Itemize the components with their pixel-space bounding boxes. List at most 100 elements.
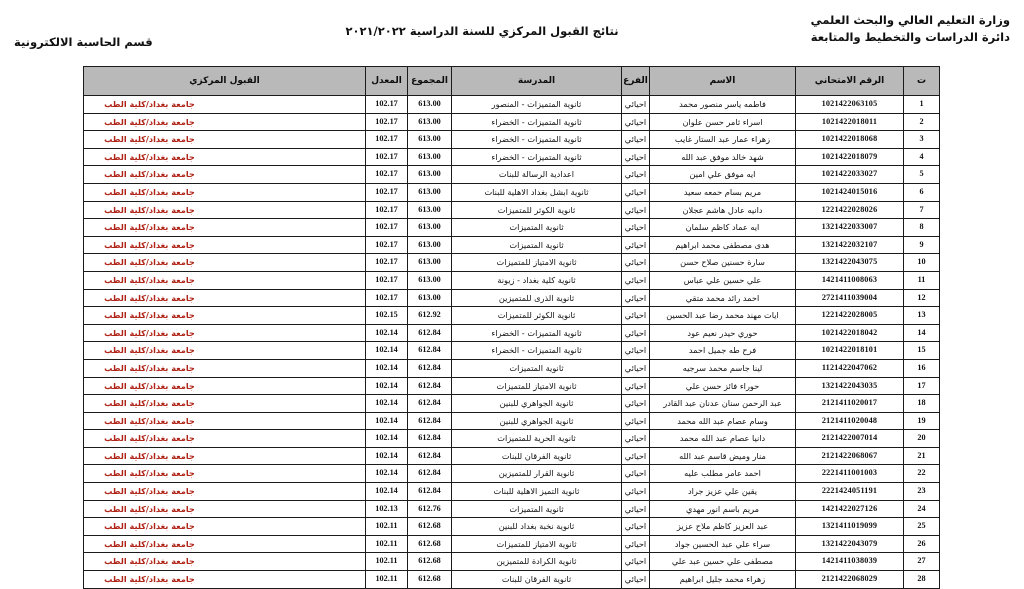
cell-name: شهد خالد موفق عبد الله [649,147,796,167]
cell-school: اعدادية الرسالة للبنات [451,165,622,184]
cell-index: 10 [903,253,940,272]
cell-average: 102.14 [365,323,408,343]
cell-name: زهراء محمد جليل ابراهيم [649,570,796,589]
cell-average: 102.15 [365,306,408,325]
cell-total: 612.84 [407,341,452,360]
cell-index: 9 [903,235,940,255]
cell-branch: احيائي [621,218,650,237]
cell-total: 612.84 [407,464,452,484]
cell-average: 102.11 [365,570,408,589]
cell-school: ثانوية المتميزات [451,218,622,237]
cell-average: 102.17 [365,253,408,272]
cell-exam-no: 1421411038039 [795,552,904,572]
cell-school: ثانوية المتميزات [451,499,622,519]
cell-school: ثانوية المتميزات - الخضراء [451,130,622,149]
table-row: 5 1021422033027 ايه موفق علي امين احيائي اعد… [83,165,940,184]
cell-admission: جامعة بغداد/كلية الطب [83,182,366,202]
cell-exam-no: 1021422063105 [795,95,904,114]
cell-name: حوري حيدر نعيم عود [649,323,796,343]
cell-admission: جامعة بغداد/كلية الطب [83,270,366,290]
cell-branch: احيائي [621,235,650,255]
table-row: 20 2121422007014 دانيا عصام عبد الله محمد ا… [83,429,940,448]
table-row: 10 1321422043075 سارة حسنين صلاح حسن احيائي… [83,253,940,272]
cell-average: 102.14 [365,446,408,466]
cell-total: 612.84 [407,411,452,431]
cell-average: 102.14 [365,464,408,484]
cell-admission: جامعة بغداد/كلية الطب [83,499,366,519]
cell-index: 27 [903,552,940,572]
cell-exam-no: 2221411001003 [795,464,904,484]
cell-admission: جامعة بغداد/كلية الطب [83,464,366,484]
cell-admission: جامعة بغداد/كلية الطب [83,147,366,167]
cell-index: 19 [903,411,940,431]
table-row: 22 2221411001003 احمد عامر مطلب عليه احيائي… [83,464,940,484]
table-row: 27 1421411038039 مصطفى علي حسين عبد علي احي… [83,552,940,572]
cell-exam-no: 1121422047062 [795,358,904,378]
cell-exam-no: 1021422033027 [795,165,904,184]
ministry-name: وزارة التعليم العالي والبحث العلمي [810,13,1010,27]
cell-exam-no: 1321422043035 [795,376,904,396]
cell-name: زهراء عمار عبد الستار غايب [649,130,796,149]
cell-branch: احيائي [621,200,650,220]
table-row: 11 1421411008063 علي حسين علي عباس احيائي ثا… [83,270,940,290]
cell-school: ثانوية المتميزات - الخضراء [451,341,622,360]
table-row: 24 1421422027126 مريم باسم انور مهدي احيائي… [83,499,940,519]
admission-text: جامعة بغداد/كلية الطب [104,380,195,391]
admission-text: جامعة بغداد/كلية الطب [104,468,195,479]
admission-text: جامعة بغداد/كلية الطب [104,521,195,532]
admission-text: جامعة بغداد/كلية الطب [104,362,195,373]
cell-branch: احيائي [621,429,650,448]
cell-index: 14 [903,323,940,343]
cell-average: 102.14 [365,429,408,448]
cell-exam-no: 2121422068067 [795,446,904,466]
cell-average: 102.17 [365,270,408,290]
cell-exam-no: 2721411039004 [795,288,904,308]
admission-text: جامعة بغداد/كلية الطب [104,134,195,145]
cell-total: 613.00 [407,112,452,132]
cell-name: ايه عماد كاظم سلمان [649,218,796,237]
cell-index: 25 [903,517,940,536]
admission-text: جامعة بغداد/كلية الطب [104,292,195,303]
cell-branch: احيائي [621,552,650,572]
cell-admission: جامعة بغداد/كلية الطب [83,429,366,448]
column-header-index: ت [903,66,940,96]
cell-branch: احيائي [621,411,650,431]
cell-admission: جامعة بغداد/كلية الطب [83,446,366,466]
admission-text: جامعة بغداد/كلية الطب [104,186,195,197]
cell-average: 102.17 [365,218,408,237]
admission-text: جامعة بغداد/كلية الطب [104,574,195,585]
cell-branch: احيائي [621,95,650,114]
admission-text: جامعة بغداد/كلية الطب [104,169,195,180]
cell-admission: جامعة بغداد/كلية الطب [83,552,366,572]
table-row: 19 2121411020048 وسام عصام عبد الله محمد اح… [83,411,940,431]
cell-exam-no: 1021422018068 [795,130,904,149]
cell-name: علي حسين علي عباس [649,270,796,290]
cell-name: احمد عامر مطلب عليه [649,464,796,484]
cell-admission: جامعة بغداد/كلية الطب [83,165,366,184]
cell-average: 102.17 [365,95,408,114]
cell-index: 12 [903,288,940,308]
column-header-branch: الفرع [621,66,650,96]
cell-branch: احيائي [621,270,650,290]
cell-admission: جامعة بغداد/كلية الطب [83,411,366,431]
admission-text: جامعة بغداد/كلية الطب [104,239,195,250]
cell-school: ثانوية الفرقان للبنات [451,570,622,589]
cell-branch: احيائي [621,253,650,272]
table-header-row: ت الرقم الامتحاني الاسم الفرع المدرسة ال… [83,66,940,96]
cell-school: ثانوية الجواهري للبنين [451,394,622,413]
cell-admission: جامعة بغداد/كلية الطب [83,218,366,237]
cell-admission: جامعة بغداد/كلية الطب [83,482,366,501]
cell-name: ايه موفق علي امين [649,165,796,184]
column-header-exam-no: الرقم الامتحاني [795,66,904,96]
cell-admission: جامعة بغداد/كلية الطب [83,323,366,343]
cell-total: 613.00 [407,218,452,237]
table-row: 2 1021422018011 اسراء ثامر حسن علوان احيائي… [83,112,940,132]
table-row: 6 1021424015016 مريم بسام حمعه سعيد احيائي ث… [83,182,940,202]
cell-admission: جامعة بغداد/كلية الطب [83,112,366,132]
admission-text: جامعة بغداد/كلية الطب [104,433,195,444]
admission-text: جامعة بغداد/كلية الطب [104,327,195,338]
admission-text: جامعة بغداد/كلية الطب [104,116,195,127]
column-header-name: الاسم [649,66,796,96]
cell-branch: احيائي [621,306,650,325]
cell-total: 613.00 [407,270,452,290]
